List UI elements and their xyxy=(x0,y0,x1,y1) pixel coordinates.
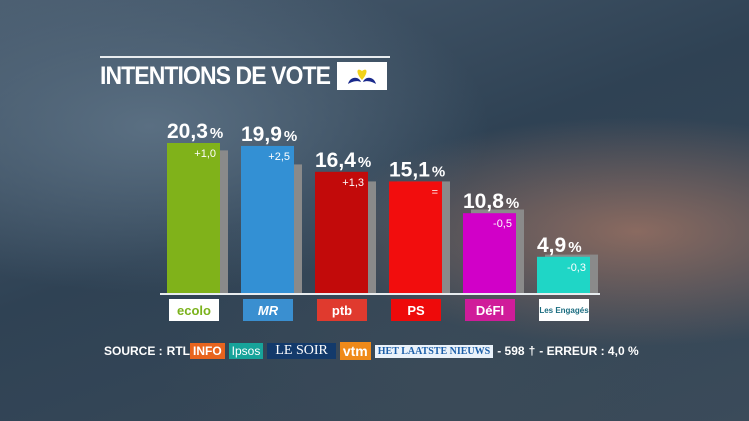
person-icon: † xyxy=(528,344,536,358)
value-label: 4,9% xyxy=(537,234,582,257)
change-label: +1,0 xyxy=(194,148,216,160)
bar xyxy=(537,256,590,293)
source-line: SOURCE : RTL INFO Ipsos LE SOIR vtm HET … xyxy=(104,342,639,360)
value-label: 15,1% xyxy=(389,158,445,181)
bar xyxy=(315,171,368,293)
le-soir-logo: LE SOIR xyxy=(267,343,336,359)
change-label: +1,3 xyxy=(342,177,364,189)
value-label: 16,4% xyxy=(315,149,371,172)
info-logo: INFO xyxy=(190,343,225,359)
rtl-logo: RTL xyxy=(166,344,190,358)
source-label: SOURCE : xyxy=(104,344,163,358)
margin-of-error: - ERREUR : 4,0 % xyxy=(539,344,639,358)
bar xyxy=(241,145,294,293)
bar xyxy=(463,213,516,293)
party-logo: ptb xyxy=(317,299,367,321)
ipsos-logo: Ipsos xyxy=(228,343,264,359)
change-label: = xyxy=(432,186,438,198)
bar xyxy=(167,143,220,293)
change-label: -0,5 xyxy=(493,218,512,230)
party-logo: DéFI xyxy=(465,299,515,321)
value-label: 19,9% xyxy=(241,123,297,146)
chart-title: INTENTIONS DE VOTE xyxy=(100,62,331,90)
title-rule xyxy=(100,56,390,58)
party-logo: ecolo xyxy=(169,299,219,321)
change-label: +2,5 xyxy=(268,151,290,163)
hln-logo: HET LAATSTE NIEUWS xyxy=(374,344,494,358)
sample-size: - 598 xyxy=(497,344,525,358)
party-logo: Les Engagés xyxy=(539,299,589,321)
party-logo: MR xyxy=(243,299,293,321)
vtm-logo: vtm xyxy=(339,342,371,360)
bar xyxy=(389,181,442,293)
value-label: 10,8% xyxy=(463,190,519,213)
value-label: 20,3% xyxy=(167,120,223,143)
change-label: -0,3 xyxy=(567,262,586,274)
party-logo: PS xyxy=(391,299,441,321)
baseline xyxy=(160,293,600,295)
brussels-iris-logo xyxy=(337,62,387,90)
